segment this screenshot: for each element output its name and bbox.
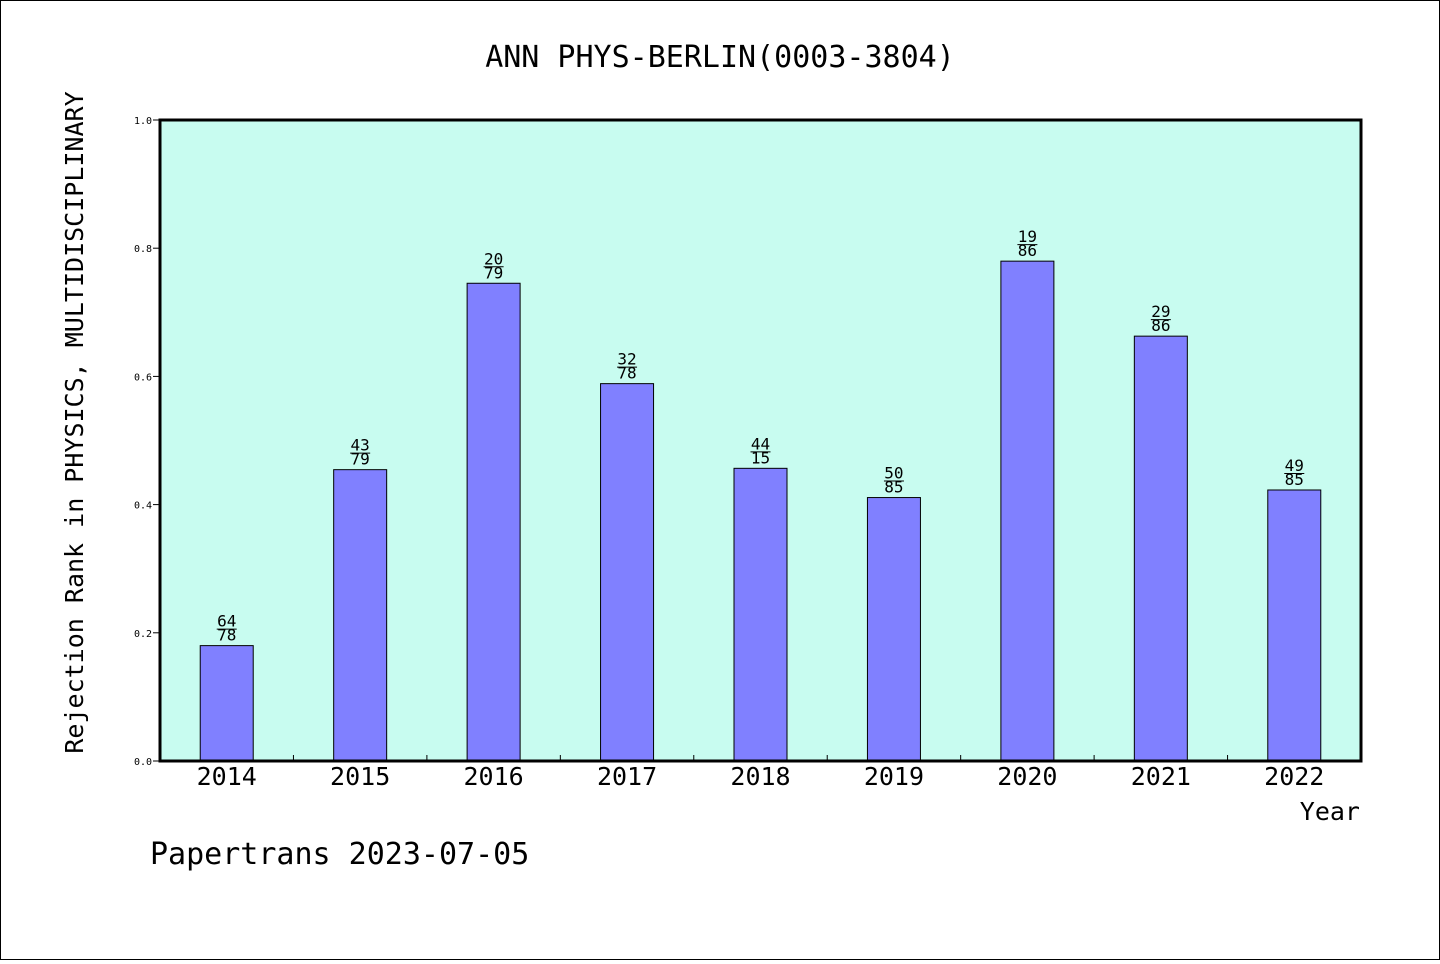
y-tick-label: 0.8 bbox=[134, 244, 152, 255]
chart-title: ANN PHYS-BERLIN(0003-3804) bbox=[485, 40, 955, 75]
data-label-total: 79 bbox=[351, 450, 370, 469]
bar bbox=[1000, 260, 1055, 762]
bar bbox=[333, 469, 388, 762]
y-tick-label: 1.0 bbox=[134, 116, 152, 127]
x-tick-label: 2018 bbox=[730, 762, 790, 791]
x-tick-label: 2015 bbox=[330, 762, 390, 791]
data-label-rank: 50 bbox=[884, 464, 903, 483]
x-axis: 2014 2015 2016 2017 2018 2019 2020 2021 2022 bbox=[197, 755, 1324, 791]
x-tick-label: 2016 bbox=[464, 762, 524, 791]
bar bbox=[600, 383, 655, 762]
bar bbox=[733, 467, 788, 762]
data-label-rank: 49 bbox=[1285, 456, 1304, 475]
data-label-total: 85 bbox=[884, 478, 903, 497]
x-tick-label: 2020 bbox=[997, 762, 1057, 791]
data-label-total: 85 bbox=[1285, 470, 1304, 489]
bar bbox=[1267, 489, 1322, 762]
data-label-rank: 32 bbox=[617, 350, 636, 369]
x-tick-label: 2019 bbox=[864, 762, 924, 791]
y-tick-label: 0.6 bbox=[134, 372, 152, 383]
bar bbox=[466, 282, 521, 762]
y-tick-label: 0.4 bbox=[134, 501, 152, 512]
x-tick-label: 2017 bbox=[597, 762, 657, 791]
data-label-rank: 20 bbox=[484, 249, 503, 268]
x-tick-label: 2021 bbox=[1131, 762, 1191, 791]
x-tick-label: 2022 bbox=[1264, 762, 1324, 791]
data-label-total: 86 bbox=[1018, 241, 1037, 260]
plot-frame bbox=[158, 118, 1363, 763]
y-axis-label: Rejection Rank in PHYSICS, MULTIDISCIPLI… bbox=[60, 91, 89, 753]
bar bbox=[1133, 335, 1188, 762]
data-label-total: 78 bbox=[617, 364, 636, 383]
footer-stamp: Papertrans 2023-07-05 bbox=[150, 837, 529, 872]
data-label-rank: 64 bbox=[217, 612, 236, 631]
data-label-total: 78 bbox=[217, 626, 236, 645]
data-label-total: 15 bbox=[751, 448, 770, 467]
x-axis-label: Year bbox=[1300, 797, 1360, 826]
bar bbox=[199, 645, 254, 762]
data-label-rank: 44 bbox=[751, 434, 770, 453]
data-label-total: 86 bbox=[1151, 316, 1170, 335]
bars bbox=[199, 260, 1322, 762]
y-tick-label: 0.0 bbox=[134, 757, 152, 768]
bar bbox=[866, 497, 921, 762]
data-label-rank: 19 bbox=[1018, 227, 1037, 246]
x-tick-label: 2014 bbox=[197, 762, 257, 791]
data-label-total: 79 bbox=[484, 263, 503, 282]
data-label-rank: 29 bbox=[1151, 302, 1170, 321]
data-label-rank: 43 bbox=[351, 436, 370, 455]
y-tick-label: 0.2 bbox=[134, 629, 152, 640]
